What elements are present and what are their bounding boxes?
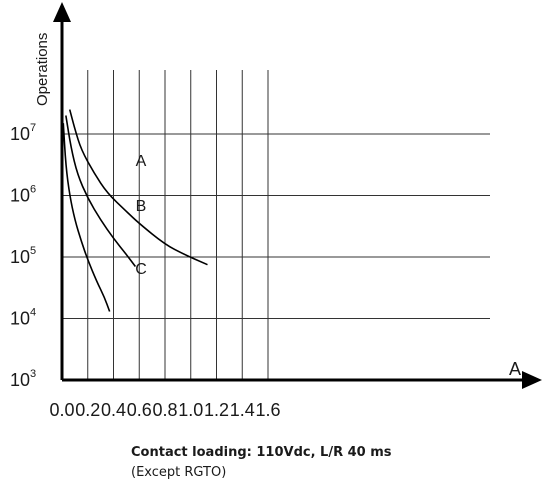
y-tick-label: 106 — [10, 184, 36, 206]
x-tick-label: 0.0 — [49, 400, 74, 420]
y-tick-label: 103 — [10, 368, 36, 390]
caption: Contact loading: 110Vdc, L/R 40 ms (Exce… — [131, 443, 392, 483]
curve-a — [68, 109, 208, 266]
y-tick-label: 107 — [10, 122, 36, 144]
curve-labels: A B C — [135, 153, 147, 278]
x-tick-label: 1.4 — [230, 400, 255, 420]
x-tick-label: 0.8 — [152, 400, 177, 420]
curve-label-b: B — [136, 198, 147, 215]
x-axis-arrow-icon — [522, 371, 542, 389]
y-axis-arrow-icon — [53, 2, 71, 22]
x-tick-label: 1.6 — [255, 400, 280, 420]
caption-line-2: (Except RGTO) — [131, 465, 227, 480]
chart: 0.0 0.2 0.4 0.6 0.8 1.0 1.2 1.4 1.6 103 104 105 106… — [10, 2, 542, 420]
axes — [53, 2, 542, 389]
x-tick-label: 0.4 — [101, 400, 126, 420]
curve-label-a: A — [136, 153, 147, 170]
x-tick-label: 1.0 — [178, 400, 203, 420]
curve-b — [65, 115, 137, 268]
curves — [62, 109, 208, 312]
y-tick-labels: 103 104 105 106 107 — [10, 122, 36, 390]
y-tick-label: 105 — [10, 245, 36, 267]
curve-c — [62, 123, 111, 312]
x-tick-label: 0.6 — [127, 400, 152, 420]
grid — [62, 70, 490, 380]
x-tick-label: 1.2 — [204, 400, 229, 420]
x-tick-labels: 0.0 0.2 0.4 0.6 0.8 1.0 1.2 1.4 1.6 — [49, 400, 280, 420]
curve-label-c: C — [135, 261, 147, 278]
caption-line-1: Contact loading: 110Vdc, L/R 40 ms — [131, 445, 392, 460]
y-tick-label: 104 — [10, 307, 36, 329]
x-axis-label: A — [509, 359, 521, 379]
x-tick-label: 0.2 — [75, 400, 100, 420]
y-axis-label: Operations — [34, 33, 51, 106]
